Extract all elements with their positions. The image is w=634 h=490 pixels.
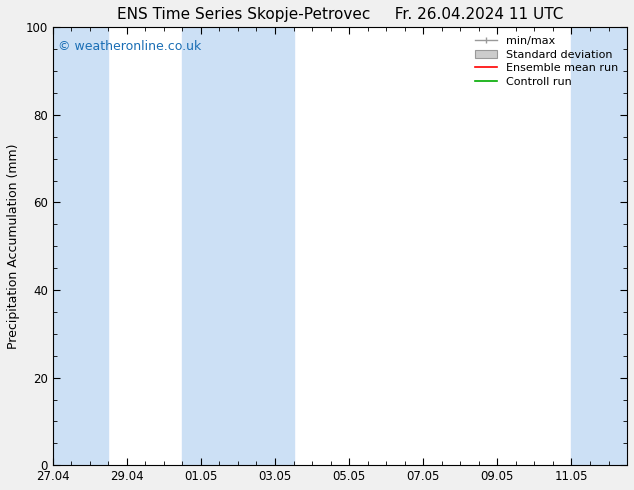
Title: ENS Time Series Skopje-Petrovec     Fr. 26.04.2024 11 UTC: ENS Time Series Skopje-Petrovec Fr. 26.0… <box>117 7 563 22</box>
Bar <box>571 27 627 465</box>
Text: © weatheronline.co.uk: © weatheronline.co.uk <box>58 40 202 53</box>
Bar <box>183 27 294 465</box>
Y-axis label: Precipitation Accumulation (mm): Precipitation Accumulation (mm) <box>7 144 20 349</box>
Bar <box>53 27 108 465</box>
Legend: min/max, Standard deviation, Ensemble mean run, Controll run: min/max, Standard deviation, Ensemble me… <box>470 32 623 91</box>
